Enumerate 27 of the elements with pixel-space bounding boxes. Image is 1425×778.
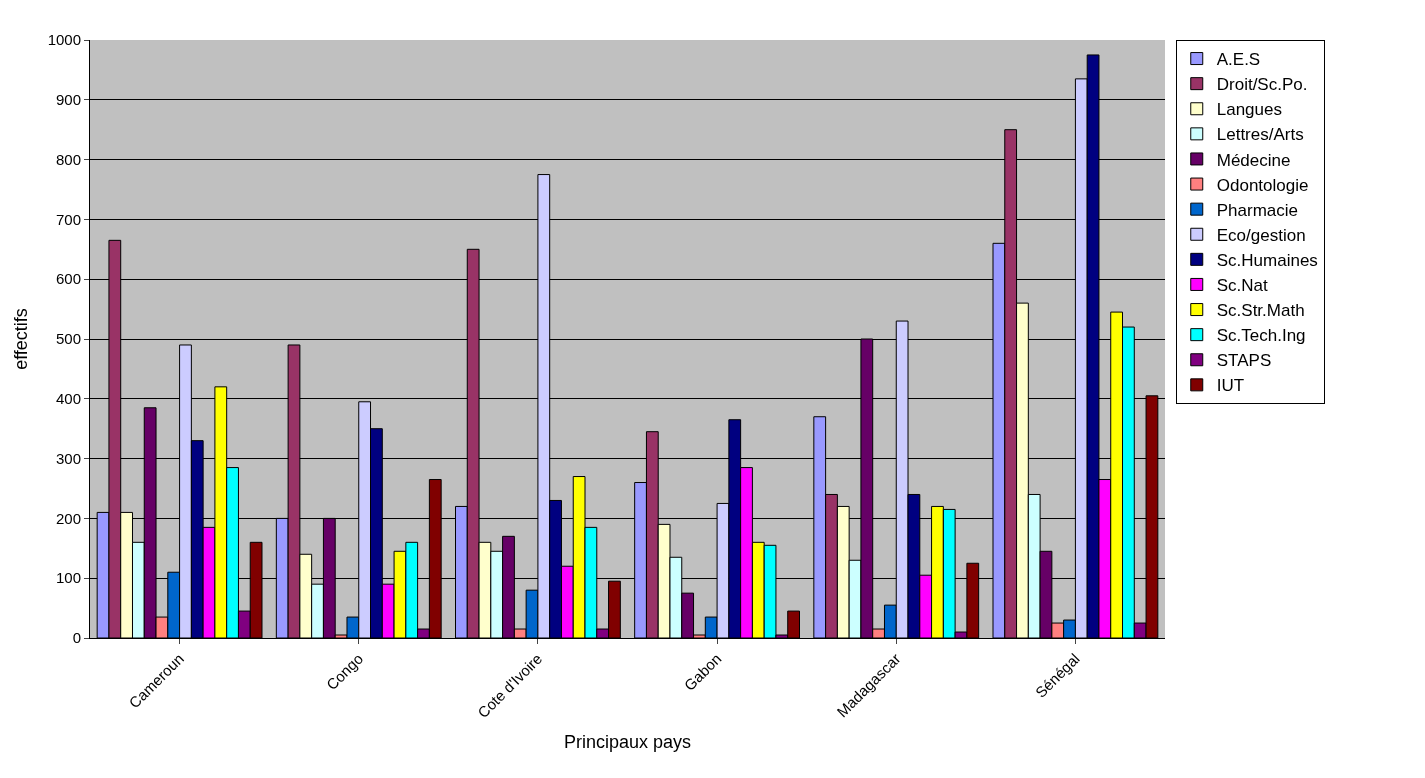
legend-label: IUT	[1216, 376, 1245, 396]
legend-label: STAPS	[1216, 351, 1272, 371]
legend-label: Médecine	[1216, 150, 1291, 170]
legend-label: Pharmacie	[1216, 200, 1299, 220]
y-tick-label: 500	[55, 330, 81, 348]
y-tick-label: 600	[55, 270, 81, 288]
legend-label: Lettres/Arts	[1216, 125, 1304, 145]
legend-label: Sc.Humaines	[1216, 250, 1318, 270]
legend-label: Sc.Tech.Ing	[1216, 326, 1306, 346]
y-tick-label: 300	[55, 449, 81, 467]
legend-label: Droit/Sc.Po.	[1216, 75, 1308, 95]
y-tick-label: 700	[55, 210, 81, 228]
legend-label: Eco/gestion	[1216, 225, 1306, 245]
legend-label: Sc.Nat	[1216, 276, 1269, 296]
legend-label: A.E.S	[1216, 50, 1261, 70]
y-tick-label: 900	[55, 91, 81, 109]
y-tick-label: 800	[55, 150, 81, 168]
legend-label: Sc.Str.Math	[1216, 301, 1305, 321]
y-tick-label: 1000	[47, 31, 81, 49]
legend-label: Odontologie	[1216, 175, 1309, 195]
legend-label: Langues	[1216, 100, 1282, 120]
y-tick-label: 400	[55, 390, 81, 408]
y-axis-title: effectifs	[10, 308, 31, 370]
y-tick-label: 200	[55, 509, 81, 527]
y-tick-label: 0	[72, 629, 81, 647]
y-tick-label: 100	[55, 569, 81, 587]
x-axis-title: Principaux pays	[563, 732, 692, 753]
